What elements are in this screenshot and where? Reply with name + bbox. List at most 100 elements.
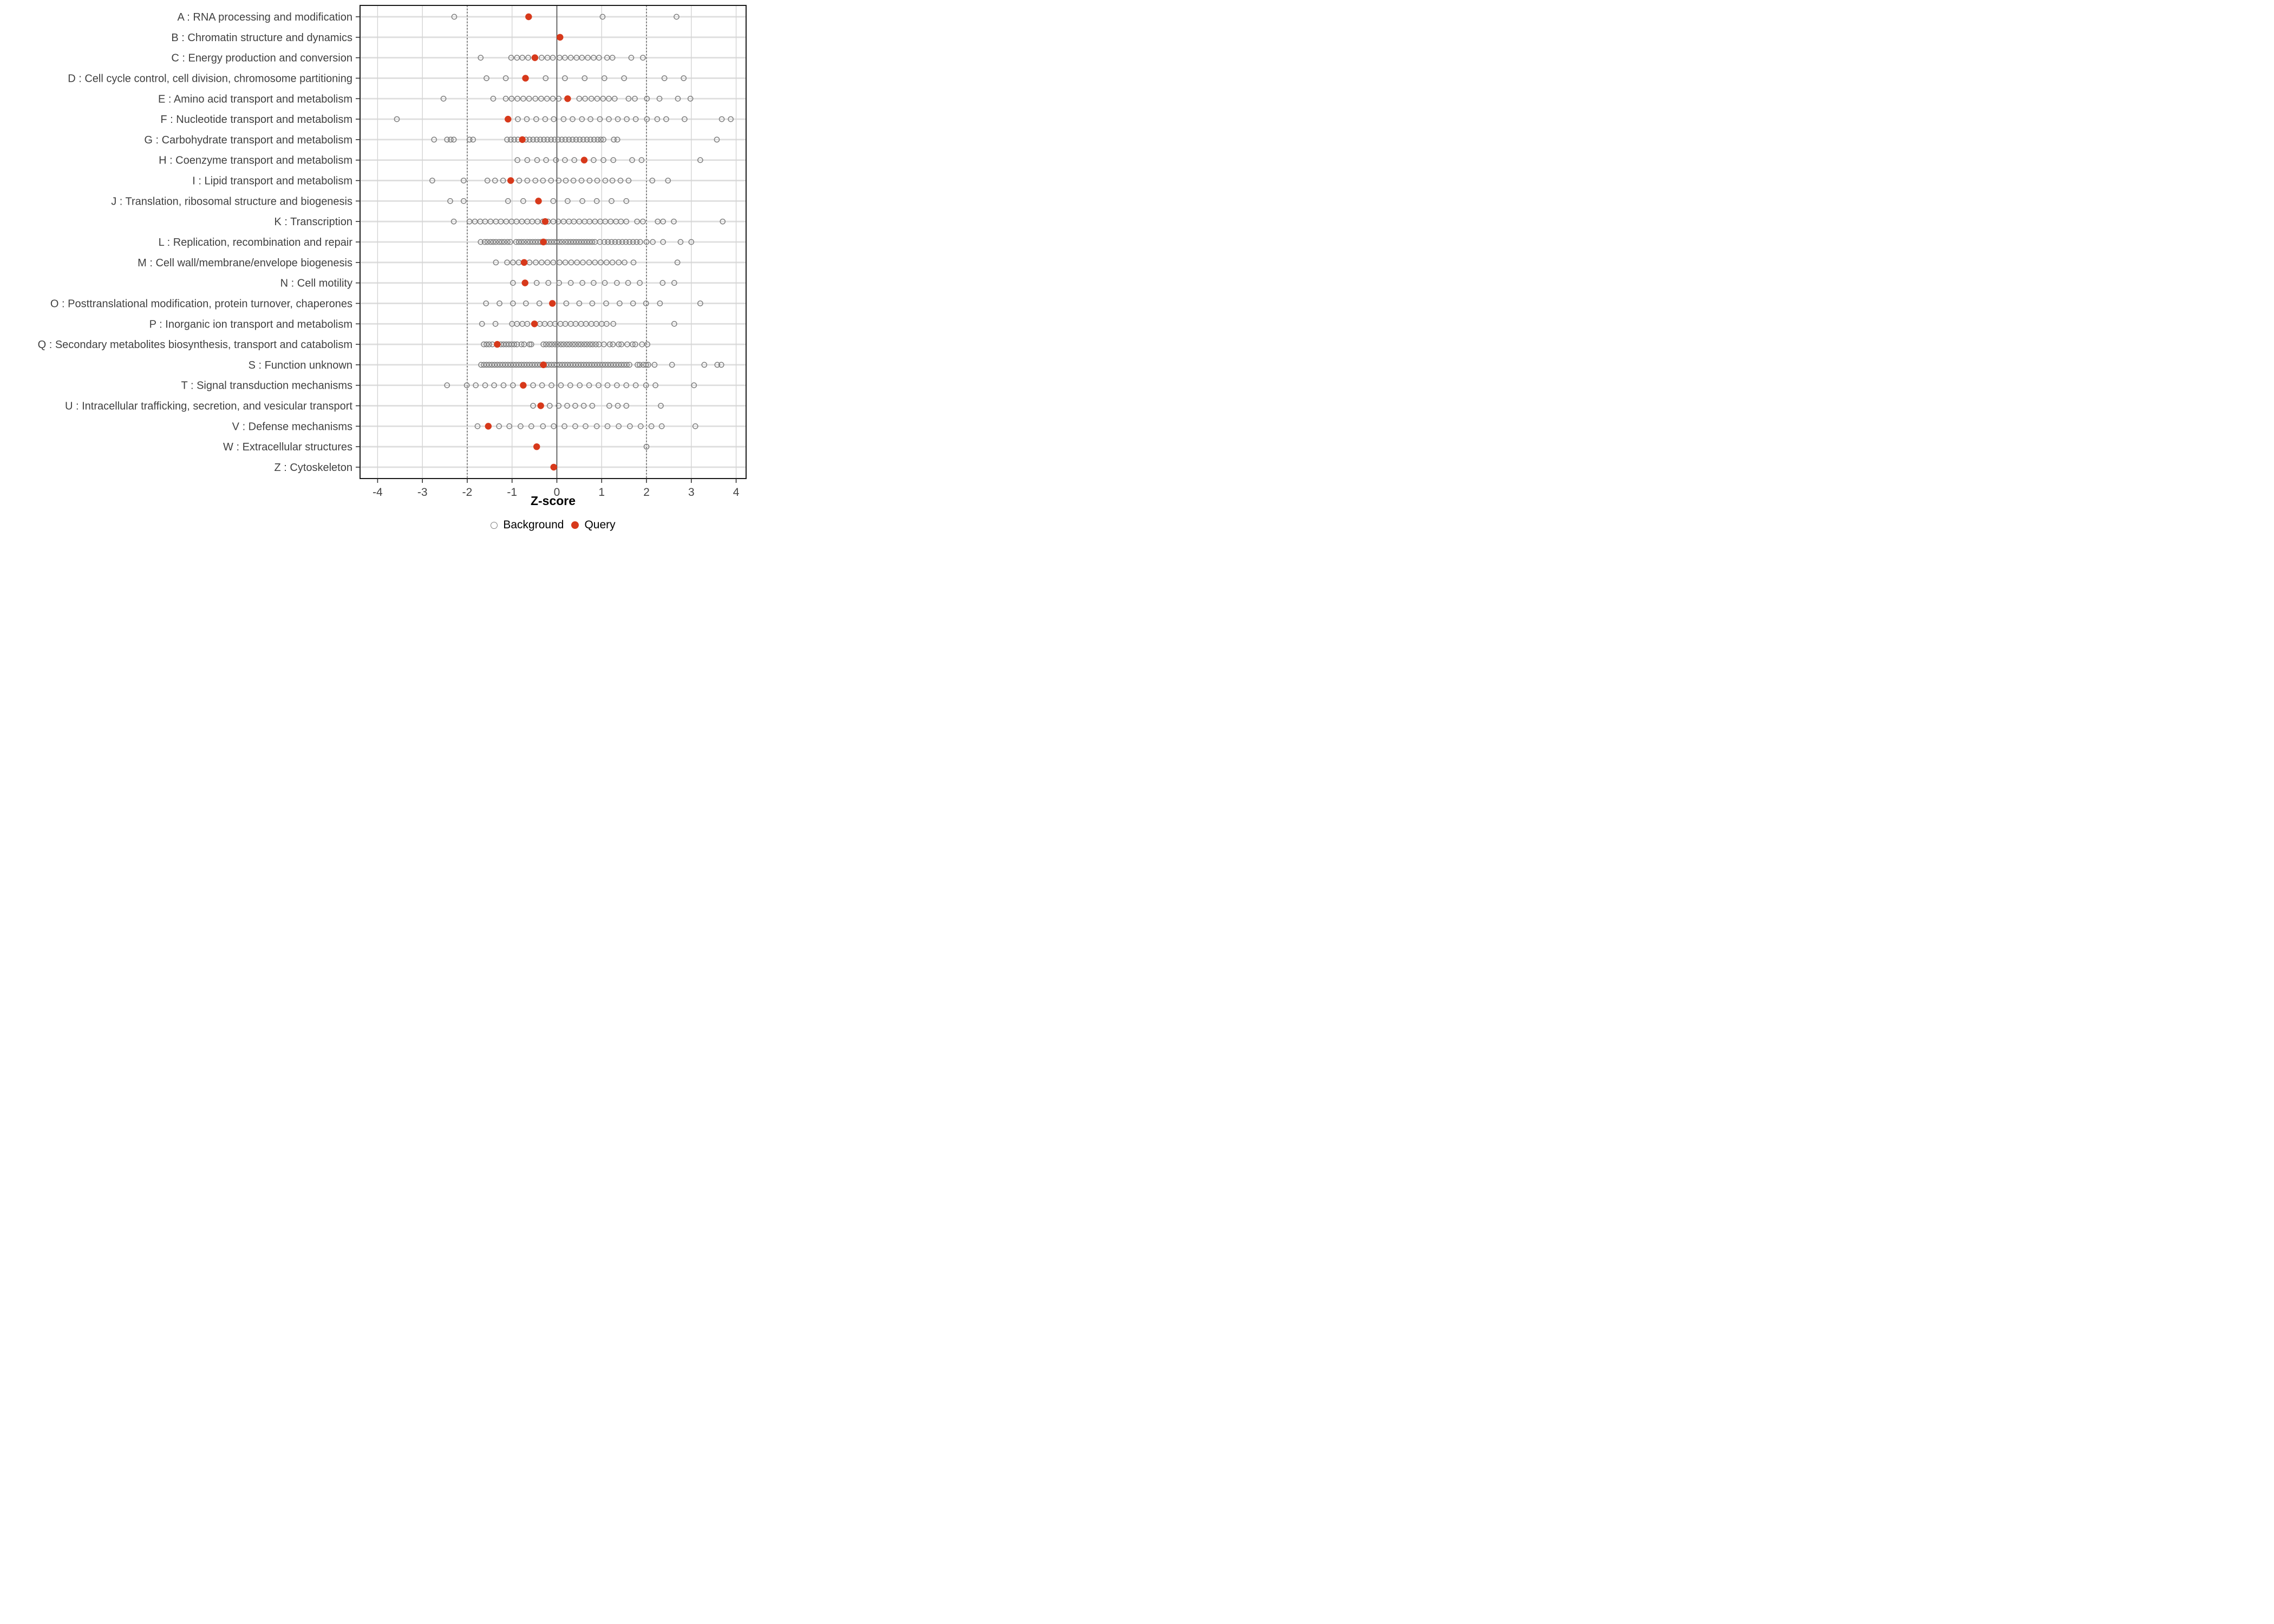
background-point: [496, 423, 502, 429]
background-point: [614, 280, 620, 286]
background-point: [589, 403, 596, 409]
background-point: [570, 136, 576, 143]
category-label: T : Signal transduction mechanisms: [181, 380, 352, 392]
x-tick-label: 4: [733, 486, 740, 499]
background-point: [643, 239, 650, 245]
background-point: [500, 178, 506, 184]
background-point: [532, 95, 539, 102]
background-point: [602, 280, 608, 286]
background-point: [460, 198, 467, 204]
background-point: [586, 382, 592, 389]
legend-item-query: Query: [571, 519, 616, 532]
background-point: [589, 300, 596, 306]
background-point: [609, 259, 616, 266]
background-point: [444, 136, 450, 143]
background-point: [514, 95, 521, 102]
background-point: [483, 75, 489, 81]
dot-plot-figure: -4 -3 -2 -1 0 1 2 3 4 A : RNA processing and modi…: [0, 0, 758, 541]
background-point: [478, 239, 484, 245]
background-point: [564, 341, 570, 348]
background-point: [501, 239, 508, 245]
background-point: [612, 239, 618, 245]
background-point: [609, 55, 616, 61]
background-point: [553, 157, 559, 163]
background-point: [621, 75, 628, 81]
background-point: [629, 157, 635, 163]
background-point: [643, 382, 649, 389]
category-label: Z : Cytoskeleton: [274, 462, 352, 474]
background-point: [632, 382, 639, 389]
x-tick-label: 1: [598, 486, 605, 499]
background-point: [603, 300, 609, 306]
background-point: [643, 443, 650, 450]
background-point: [671, 218, 677, 225]
background-point: [650, 239, 656, 245]
background-point: [675, 95, 681, 102]
background-point: [594, 178, 600, 184]
background-point: [594, 95, 600, 102]
query-point: [550, 463, 557, 471]
background-point: [518, 423, 524, 429]
background-point: [614, 382, 620, 389]
background-point: [632, 95, 638, 102]
background-point: [644, 341, 651, 348]
background-point: [624, 362, 630, 368]
background-point: [600, 136, 606, 143]
background-point: [588, 95, 594, 102]
background-point: [584, 341, 590, 348]
background-point: [558, 382, 564, 389]
background-point: [625, 178, 632, 184]
background-point: [551, 116, 557, 122]
x-tick-label: 3: [688, 486, 695, 499]
background-point: [616, 259, 622, 266]
background-point: [630, 259, 637, 266]
background-point: [656, 95, 663, 102]
background-point: [492, 178, 498, 184]
background-point: [504, 259, 510, 266]
background-point: [654, 116, 661, 122]
background-point: [598, 259, 604, 266]
background-point: [579, 116, 585, 122]
background-point: [543, 341, 549, 348]
background-point: [604, 423, 611, 429]
background-point: [623, 218, 630, 225]
background-point: [483, 300, 489, 306]
query-point: [537, 402, 544, 409]
background-point: [582, 95, 588, 102]
category-label: V : Defense mechanisms: [232, 421, 352, 433]
background-point: [514, 157, 521, 163]
background-point: [537, 136, 544, 143]
background-point: [572, 423, 578, 429]
background-point: [677, 239, 684, 245]
background-point: [644, 116, 650, 122]
background-point: [528, 423, 534, 429]
background-point: [615, 116, 621, 122]
background-point: [549, 341, 555, 348]
query-point: [541, 218, 549, 225]
background-point: [596, 55, 602, 61]
background-point: [545, 280, 552, 286]
background-point: [571, 157, 578, 163]
background-point: [644, 95, 650, 102]
background-point: [714, 136, 720, 143]
background-point: [697, 300, 703, 306]
category-label: M : Cell wall/membrane/envelope biogenes…: [138, 257, 352, 269]
background-point: [542, 116, 548, 122]
background-point: [486, 341, 492, 348]
background-point: [540, 341, 547, 348]
background-point: [637, 423, 644, 429]
x-tick-label: 0: [554, 486, 560, 499]
x-tick-label: -2: [462, 486, 473, 499]
background-point: [598, 136, 604, 143]
background-point: [579, 55, 585, 61]
category-label: G : Carbohydrate transport and metabolis…: [144, 134, 352, 146]
background-point: [540, 423, 546, 429]
background-point: [519, 55, 526, 61]
background-point: [510, 259, 516, 266]
query-point: [505, 115, 512, 123]
background-point: [516, 178, 522, 184]
background-point: [585, 55, 591, 61]
background-point: [594, 136, 601, 143]
background-point: [447, 198, 453, 204]
background-point: [627, 423, 633, 429]
